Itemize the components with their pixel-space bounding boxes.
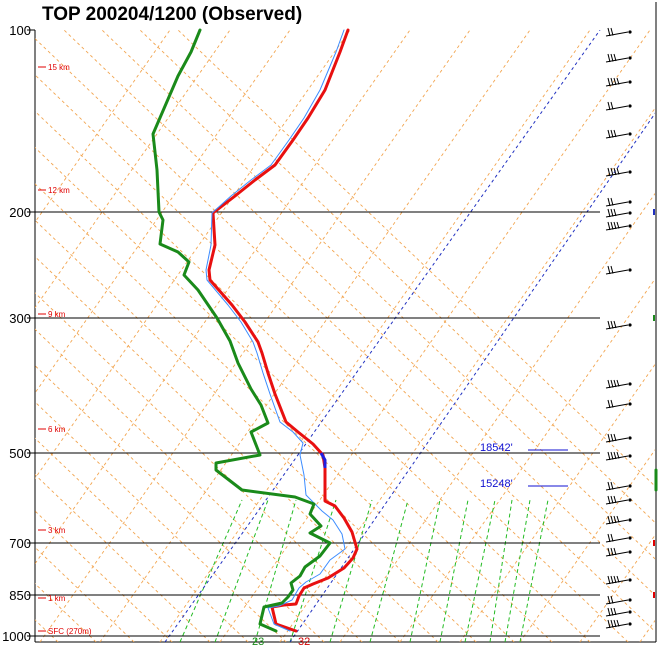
isotherm-line <box>399 278 655 642</box>
dry-adiabat-line <box>35 328 363 642</box>
pressure-levels: 100 200 300 500 700 850 1000 <box>2 23 600 644</box>
wind-barb <box>605 101 632 111</box>
series-line-temperature <box>207 28 359 633</box>
height-marker-label: 6 km <box>48 425 66 434</box>
surface-dewpoint-label: 23 <box>252 636 264 648</box>
height-annotation: 15248' <box>480 478 513 490</box>
wind-barb <box>605 197 632 207</box>
mixing-ratio-line <box>214 499 269 642</box>
isotherm-line <box>459 363 655 642</box>
mixing-ratio-line <box>329 499 373 642</box>
dry-adiabat-line <box>35 474 211 642</box>
height-marker-label: SFC (270m) <box>48 627 92 636</box>
wind-barb <box>605 167 632 177</box>
mixing-ratio-lines <box>179 499 549 642</box>
mixing-ratio-line <box>489 499 513 642</box>
height-marker-label: 9 km <box>48 310 66 319</box>
wind-barb <box>605 595 632 605</box>
mixing-ratio-line <box>519 499 549 642</box>
dry-adiabat-line <box>35 292 401 642</box>
height-marker-label: 1 km <box>48 594 66 603</box>
pressure-label: 100 <box>9 23 31 38</box>
wind-barb <box>605 433 632 443</box>
pressure-label: 1000 <box>2 629 31 644</box>
wind-barb <box>605 607 632 617</box>
series-line-dewpoint <box>151 28 332 633</box>
wind-barb <box>605 265 632 275</box>
isotherm-line <box>579 534 655 642</box>
wind-barb <box>605 575 632 585</box>
isotherm-line <box>639 619 655 642</box>
mixing-ratio-line <box>179 499 243 642</box>
wind-barb <box>605 221 632 231</box>
dry-adiabat-line <box>35 183 515 642</box>
height-markers: 15 km 12 km 9 km 6 km 3 km 1 km SFC (270m) <box>38 63 92 636</box>
height-marker-label: 3 km <box>48 526 66 535</box>
isotherm-line <box>279 107 655 642</box>
wind-barb <box>605 77 632 87</box>
wind-barb <box>605 451 632 461</box>
wind-barb <box>605 495 632 505</box>
pressure-label: 200 <box>9 205 31 220</box>
wind-barb <box>605 53 632 63</box>
series-line-virtual-temperature <box>205 29 346 632</box>
wind-barb <box>605 208 632 218</box>
reference-lines <box>164 30 655 642</box>
dry-adiabat-line <box>35 74 629 642</box>
dry-adiabat-line <box>35 437 249 642</box>
isotherm-line <box>339 192 655 642</box>
mixing-ratio-line <box>439 499 469 642</box>
isotherm-line <box>519 449 655 642</box>
wind-barb <box>605 27 632 37</box>
isotherm-line <box>35 30 291 394</box>
dry-adiabat-line <box>35 401 287 642</box>
sounding-series <box>151 28 658 633</box>
isotherm-line <box>219 30 651 642</box>
height-annotations: 18542' 15248' <box>480 442 568 490</box>
dry-adiabat-line <box>35 219 477 642</box>
mixing-ratio-line <box>464 499 496 642</box>
pressure-label: 700 <box>9 536 31 551</box>
dry-adiabat-line <box>177 30 655 487</box>
dry-adiabat-line <box>35 256 439 642</box>
isotherm-line <box>35 30 351 480</box>
wind-barb <box>605 547 632 557</box>
dry-adiabats <box>35 30 655 642</box>
wind-barb <box>605 320 632 330</box>
pressure-label: 500 <box>9 446 31 461</box>
dry-adiabat-line <box>35 146 553 642</box>
isotherm-line <box>99 30 531 642</box>
dry-adiabat-line <box>101 30 655 560</box>
dry-adiabat-line <box>35 365 325 642</box>
chart-title: TOP 200204/1200 (Observed) <box>42 4 302 25</box>
wind-barb <box>605 399 632 409</box>
wind-barb <box>605 515 632 525</box>
wind-barb <box>605 619 632 629</box>
reference-line <box>164 30 601 642</box>
wind-barb <box>605 379 632 389</box>
isotherm-line <box>35 30 411 565</box>
isotherms <box>35 30 655 642</box>
dry-adiabat-line <box>139 30 655 524</box>
surface-temperature-label: 32 <box>298 636 310 648</box>
pressure-label: 300 <box>9 311 31 326</box>
wind-barb <box>605 481 632 491</box>
reference-line <box>289 112 655 642</box>
mixing-ratio-line <box>409 499 441 642</box>
isotherm-line <box>159 30 591 642</box>
pressure-label: 850 <box>9 588 31 603</box>
wind-barbs <box>605 27 655 629</box>
height-marker-label: 15 km <box>48 63 70 72</box>
wind-barb <box>605 129 632 139</box>
mixing-ratio-line <box>289 499 337 642</box>
height-marker-label: 12 km <box>48 186 70 195</box>
mixing-ratio-line <box>504 499 531 642</box>
temperature-highlight-segment <box>319 452 327 468</box>
dry-adiabat-line <box>35 110 591 642</box>
wind-barb <box>605 533 632 543</box>
mixing-ratio-line <box>369 499 409 642</box>
height-annotation: 18542' <box>480 442 513 454</box>
